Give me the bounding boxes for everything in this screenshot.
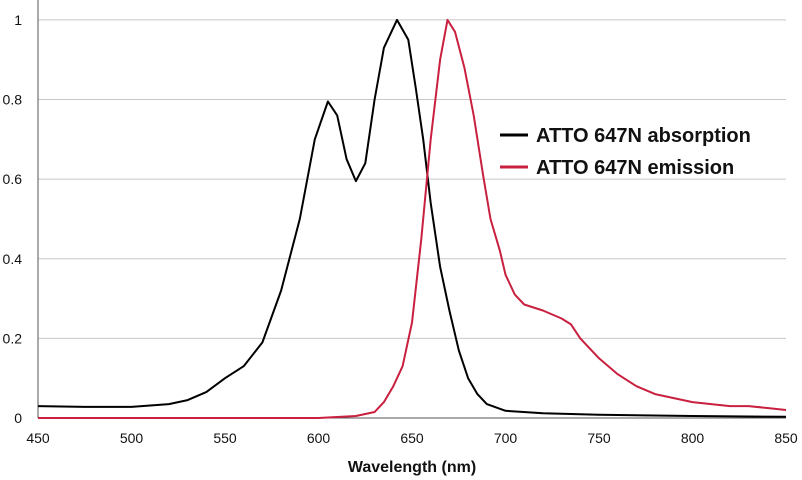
y-tick-label: 0.8: [3, 92, 23, 108]
y-tick-label: 0.2: [3, 330, 23, 346]
grid-lines: [38, 19, 786, 339]
series-group: [37, 18, 787, 419]
x-tick-label: 550: [213, 430, 237, 446]
x-axis-title: Wavelength (nm): [348, 459, 476, 476]
y-tick-labels: 0 0.2 0.4 0.6 0.8 1: [3, 12, 23, 426]
x-tick-label: 650: [400, 430, 424, 446]
y-tick-label: 0.4: [3, 251, 23, 267]
x-tick-label: 750: [587, 430, 611, 446]
legend: ATTO 647N absorption ATTO 647N emission: [500, 125, 751, 179]
x-tick-labels: 450 500 550 600 650 700 750 800 850: [26, 430, 798, 446]
y-tick-label: 0: [14, 410, 22, 426]
x-tick-label: 800: [681, 430, 705, 446]
x-tick-label: 600: [307, 430, 331, 446]
x-tick-label: 700: [494, 430, 518, 446]
x-tick-label: 850: [774, 430, 798, 446]
y-tick-label: 0.6: [3, 171, 23, 187]
series-line-emission: [38, 18, 787, 419]
legend-label: ATTO 647N emission: [536, 157, 734, 179]
series-line-absorption: [37, 18, 787, 418]
x-tick-label: 500: [120, 430, 144, 446]
x-tick-label: 450: [26, 430, 50, 446]
legend-label: ATTO 647N absorption: [536, 125, 751, 147]
y-tick-label: 1: [14, 12, 22, 28]
